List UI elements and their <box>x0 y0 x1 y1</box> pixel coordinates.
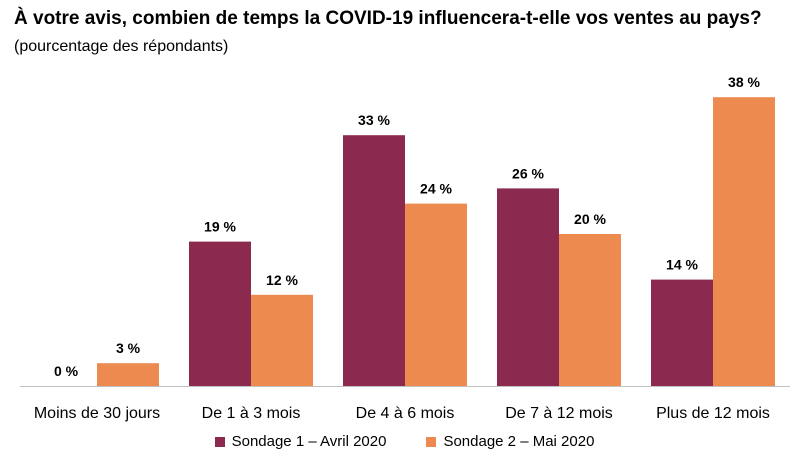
data-label-2-1: 3 % <box>116 340 141 356</box>
bar-1-4 <box>497 188 559 386</box>
data-label-1-2: 19 % <box>204 219 236 235</box>
legend-item-sondage-2: Sondage 2 – Mai 2020 <box>426 433 594 450</box>
bar-1-2 <box>189 241 251 386</box>
data-label-2-4: 20 % <box>574 211 606 227</box>
legend-label-sondage-1: Sondage 1 – Avril 2020 <box>231 433 387 450</box>
chart-subtitle: (pourcentage des répondants) <box>14 38 229 55</box>
bar-2-1 <box>97 363 159 386</box>
data-label-1-5: 14 % <box>666 257 698 273</box>
x-tick-label-5: Plus de 12 mois <box>656 405 770 422</box>
data-label-1-1: 0 % <box>54 363 79 379</box>
data-label-2-5: 38 % <box>728 74 760 90</box>
bar-2-5 <box>713 97 775 386</box>
legend-label-sondage-2: Sondage 2 – Mai 2020 <box>443 433 595 450</box>
legend: Sondage 1 – Avril 2020 Sondage 2 – Mai 2… <box>0 433 809 450</box>
legend-swatch-sondage-1 <box>214 436 225 447</box>
data-label-2-3: 24 % <box>420 181 452 197</box>
chart-title: À votre avis, combien de temps la COVID-… <box>14 8 762 29</box>
x-tick-label-1: Moins de 30 jours <box>34 405 160 422</box>
data-label-1-4: 26 % <box>512 165 544 181</box>
bar-1-5 <box>651 279 713 386</box>
bar-2-4 <box>559 234 621 386</box>
bar-2-2 <box>251 294 313 386</box>
x-tick-label-3: De 4 à 6 mois <box>356 405 455 422</box>
bar-2-3 <box>405 203 467 386</box>
data-label-2-2: 12 % <box>266 272 298 288</box>
legend-swatch-sondage-2 <box>426 436 437 447</box>
bar-1-3 <box>343 135 405 386</box>
x-tick-label-4: De 7 à 12 mois <box>505 405 613 422</box>
x-tick-label-2: De 1 à 3 mois <box>202 405 301 422</box>
legend-item-sondage-1: Sondage 1 – Avril 2020 <box>214 433 387 450</box>
data-label-1-3: 33 % <box>358 112 390 128</box>
